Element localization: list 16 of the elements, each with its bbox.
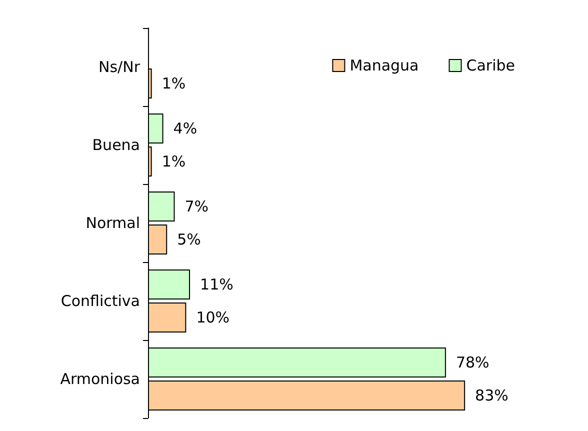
data-label: 10% xyxy=(196,308,230,326)
y-tick-label: Armoniosa xyxy=(60,370,140,388)
data-label: 83% xyxy=(475,386,508,404)
y-tick-label: Conflictiva xyxy=(60,292,140,310)
data-label: 7% xyxy=(184,198,209,216)
data-label: 11% xyxy=(200,276,234,294)
legend-label: Caribe xyxy=(466,56,515,74)
data-label: 1% xyxy=(162,74,186,92)
legend-label: Managua xyxy=(350,56,419,74)
data-label: 4% xyxy=(173,120,198,138)
data-label: 78% xyxy=(456,354,490,372)
y-tick-label: Normal xyxy=(86,214,140,232)
data-label: 5% xyxy=(177,230,201,248)
y-tick-label: Ns/Nr xyxy=(98,58,141,76)
data-label: 1% xyxy=(162,152,186,170)
y-tick-label: Buena xyxy=(92,136,140,154)
